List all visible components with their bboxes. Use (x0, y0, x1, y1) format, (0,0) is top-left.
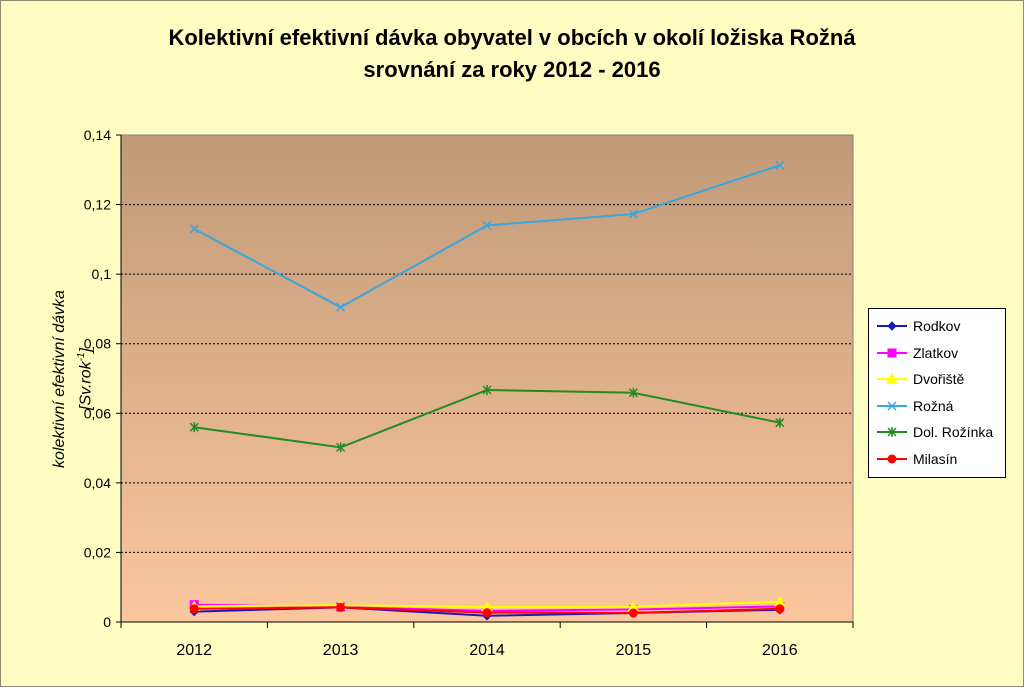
legend-swatch (877, 321, 907, 331)
legend-swatch (877, 454, 907, 463)
legend-item: Rožná (875, 395, 1005, 417)
y-tick-label: 0,08 (84, 336, 111, 352)
legend-marker (886, 372, 898, 384)
legend-item: Dvořiště (875, 368, 1005, 390)
data-point (189, 422, 199, 433)
axes: 0 0,02 0,04 0,06 0,08 0,1 0,12 0,14 2012 2013 2014… (84, 127, 854, 659)
legend-item: Dol. Rožínka (875, 421, 1005, 443)
y-tick-label: 0,14 (84, 127, 111, 143)
legend: Rodkov Zlatkov Dvořiště Rožná Dol. Rožínka Mi… (868, 308, 1006, 478)
data-point (775, 160, 785, 170)
legend-label: Zlatkov (913, 344, 959, 361)
series-layer (188, 160, 786, 621)
legend-swatch (877, 372, 907, 384)
legend-item: Zlatkov (875, 342, 1005, 364)
y-tick-label: 0,02 (84, 544, 111, 560)
data-point (775, 417, 785, 428)
data-point (336, 602, 346, 612)
data-point (482, 384, 492, 395)
data-point (189, 604, 199, 614)
x-tick-label: 2015 (616, 642, 652, 659)
chart-title: Kolektivní efektivní dávka obyvatel v ob… (168, 25, 856, 50)
y-tick-label: 0,06 (84, 405, 111, 421)
data-point (628, 387, 638, 398)
legend-swatch (877, 400, 907, 411)
legend-label: Milasín (913, 450, 958, 467)
legend-swatch (877, 427, 907, 437)
data-point (189, 224, 199, 234)
series-dol-ro-nka (189, 384, 785, 453)
legend-label: Rodkov (913, 318, 961, 334)
legend-marker (887, 427, 897, 437)
data-point (775, 604, 785, 614)
legend-label: Dvořiště (913, 371, 965, 387)
data-point (482, 220, 492, 230)
x-tick-label: 2016 (762, 642, 798, 659)
x-tick-label: 2013 (323, 642, 359, 659)
y-tick-label: 0 (103, 614, 111, 630)
data-point (628, 608, 638, 618)
legend-item: Milasín (875, 448, 1005, 470)
series-ro-n- (189, 160, 785, 312)
data-point (628, 209, 638, 219)
legend-marker (887, 400, 897, 411)
x-tick-label: 2012 (176, 642, 212, 659)
legend-label: Rožná (913, 397, 954, 414)
data-point (482, 608, 492, 618)
x-tick-label: 2014 (469, 642, 505, 659)
data-point (336, 302, 346, 312)
y-tick-label: 0,1 (92, 266, 112, 282)
plot-area (120, 134, 854, 623)
legend-marker (887, 454, 897, 463)
legend-marker (887, 321, 897, 331)
series-milas-n (189, 602, 785, 618)
legend-swatch (877, 348, 907, 357)
y-tick-label: 0,12 (84, 197, 111, 213)
data-point (336, 442, 346, 453)
chart-subtitle: srovnání za roky 2012 - 2016 (363, 57, 661, 82)
legend-marker (887, 348, 897, 357)
y-tick-label: 0,04 (84, 475, 111, 491)
legend-item: Rodkov (875, 315, 1005, 337)
legend-label: Dol. Rožínka (913, 424, 994, 440)
